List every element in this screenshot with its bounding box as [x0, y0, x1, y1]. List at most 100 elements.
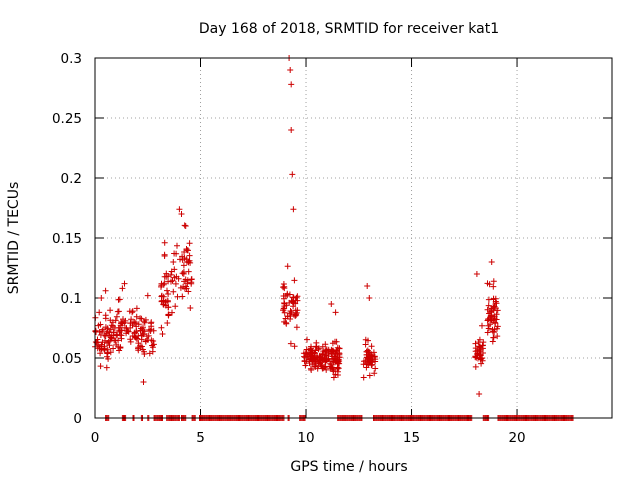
data-point	[329, 340, 336, 347]
data-point	[168, 271, 174, 278]
data-point	[107, 326, 114, 333]
data-point	[107, 307, 114, 314]
data-point	[327, 360, 334, 367]
data-point	[368, 343, 375, 350]
data-point	[126, 308, 133, 315]
plot-frame	[94, 57, 613, 419]
data-point	[185, 288, 192, 295]
data-point	[485, 325, 492, 332]
data-point	[488, 259, 495, 265]
data-point	[171, 274, 178, 281]
data-point	[165, 291, 172, 297]
data-point	[159, 331, 166, 337]
data-point	[280, 284, 286, 291]
data-point	[170, 288, 177, 295]
data-point	[179, 293, 186, 300]
data-point	[187, 305, 194, 311]
data-point	[365, 361, 372, 368]
data-point	[366, 349, 373, 356]
y-tick-label: 0	[73, 411, 82, 427]
data-point	[108, 322, 115, 329]
data-point	[485, 316, 491, 323]
data-point	[148, 319, 155, 326]
data-point	[371, 370, 378, 377]
data-point	[330, 348, 337, 355]
data-point	[173, 250, 180, 257]
data-point	[170, 259, 177, 265]
data-point	[130, 319, 137, 326]
data-point	[286, 310, 293, 317]
data-point	[161, 253, 168, 259]
data-point	[476, 336, 483, 343]
data-point	[291, 277, 298, 284]
x-tick-label: 20	[508, 430, 525, 446]
data-point	[290, 299, 297, 306]
x-tick-label: 0	[91, 430, 100, 446]
chart-title: Day 168 of 2018, SRMTID for receiver kat…	[199, 21, 499, 37]
data-point	[311, 363, 318, 370]
data-point	[330, 367, 337, 374]
data-point	[287, 340, 294, 347]
data-point	[132, 334, 139, 340]
data-point	[294, 297, 301, 304]
data-point	[160, 293, 167, 300]
data-point	[176, 206, 183, 213]
data-point	[115, 325, 122, 331]
data-point	[150, 341, 157, 348]
data-point	[303, 346, 310, 353]
data-point	[105, 338, 112, 345]
data-point	[484, 280, 491, 287]
data-point	[479, 322, 485, 329]
data-point	[181, 222, 188, 229]
data-point	[369, 359, 376, 366]
data-point	[292, 313, 299, 319]
data-point	[488, 305, 495, 312]
y-axis-label: SRMTID / TECUs	[6, 182, 22, 295]
data-point	[281, 318, 288, 325]
data-point	[281, 295, 287, 302]
y-tick-label: 0.25	[52, 111, 82, 127]
data-point	[144, 292, 151, 299]
data-point	[363, 348, 370, 355]
data-point	[288, 81, 295, 88]
data-point	[306, 349, 312, 356]
data-point	[366, 372, 373, 379]
data-point	[97, 350, 104, 357]
data-point	[113, 313, 120, 320]
data-point	[366, 295, 373, 301]
data-point	[287, 308, 294, 314]
data-point	[142, 316, 149, 323]
data-point	[123, 325, 130, 332]
data-point	[160, 301, 167, 308]
data-point	[188, 276, 195, 283]
x-tick-label: 5	[196, 430, 205, 446]
data-point	[490, 283, 497, 290]
data-point	[133, 328, 140, 335]
data-point	[304, 336, 310, 343]
data-point	[362, 341, 369, 348]
data-point	[148, 337, 155, 344]
data-point	[484, 329, 491, 336]
data-point	[141, 319, 148, 326]
data-point	[372, 365, 379, 372]
data-point	[116, 347, 123, 354]
data-point	[141, 328, 148, 335]
data-point	[158, 297, 165, 304]
data-point	[182, 283, 189, 290]
y-tick-label: 0.1	[61, 291, 82, 307]
data-point	[293, 324, 300, 331]
data-point	[490, 334, 497, 341]
data-point	[139, 346, 146, 353]
data-point	[141, 351, 148, 357]
data-point	[291, 343, 298, 350]
data-point	[128, 316, 135, 323]
data-point	[494, 333, 501, 340]
data-point	[102, 315, 109, 322]
data-point	[182, 223, 189, 229]
data-point	[474, 347, 481, 354]
data-point	[113, 341, 120, 348]
data-point	[186, 240, 193, 247]
data-point	[161, 239, 168, 246]
